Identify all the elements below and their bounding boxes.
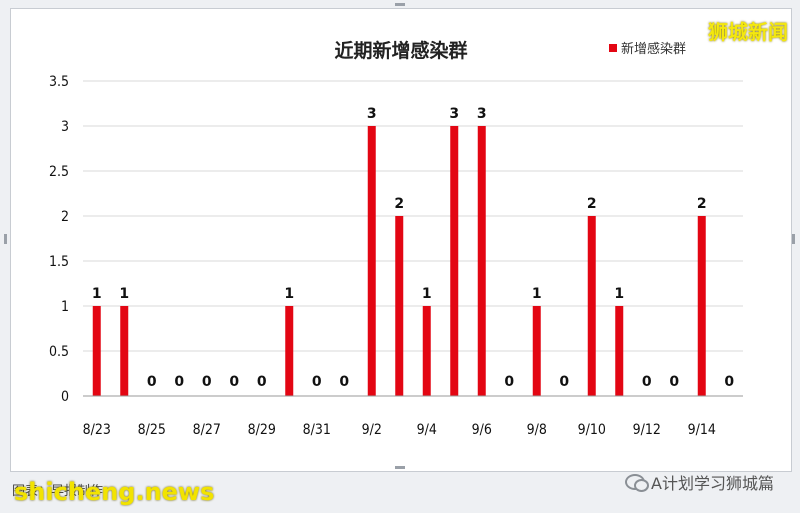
watermark: shicheng.news <box>14 478 215 506</box>
resize-handle-top[interactable] <box>395 3 405 6</box>
y-tick-label: 0.5 <box>49 344 69 360</box>
resize-handle-left[interactable] <box>4 234 7 244</box>
data-label: 0 <box>229 374 239 390</box>
data-label: 2 <box>394 196 404 212</box>
data-label: 0 <box>504 374 514 390</box>
x-tick-label: 8/25 <box>138 422 166 438</box>
x-tick-label: 8/29 <box>248 422 276 438</box>
chart-title: 近期新增感染群 <box>334 39 467 62</box>
account-credit: A计划学习狮城篇 <box>625 470 774 494</box>
data-label: 0 <box>559 374 569 390</box>
wechat-icon <box>625 474 650 492</box>
data-label: 0 <box>147 374 157 390</box>
data-label: 1 <box>119 286 129 302</box>
data-label: 0 <box>724 374 734 390</box>
bar <box>532 306 541 396</box>
brand-logo: 狮城新闻 <box>708 20 788 44</box>
data-label: 1 <box>422 286 432 302</box>
y-tick-label: 1.5 <box>49 254 69 270</box>
data-label: 0 <box>174 374 184 390</box>
legend-label: 新增感染群 <box>621 41 686 57</box>
bar <box>450 126 459 396</box>
bar <box>395 216 404 396</box>
bar <box>422 306 431 396</box>
bar <box>120 306 129 396</box>
x-tick-label: 9/2 <box>362 422 382 438</box>
data-label: 2 <box>587 196 597 212</box>
y-tick-label: 2 <box>61 209 69 225</box>
data-labels: 1 1 0 0 0 0 0 1 0 0 3 2 1 3 3 0 1 0 2 1 0 0 2 0 <box>92 106 735 390</box>
bar <box>587 216 596 396</box>
y-axis: 0 0.5 1 1.5 2 2.5 3 3.5 <box>49 74 69 405</box>
bar <box>367 126 376 396</box>
y-tick-label: 2.5 <box>49 164 69 180</box>
x-tick-label: 9/6 <box>472 422 492 438</box>
chart-source: 图表：早报制作 <box>12 484 104 499</box>
data-label: 3 <box>477 106 487 122</box>
legend-swatch <box>609 44 617 52</box>
x-tick-label: 8/23 <box>83 422 111 438</box>
x-tick-label: 9/14 <box>688 422 716 438</box>
data-label: 0 <box>312 374 322 390</box>
x-tick-label: 9/4 <box>417 422 437 438</box>
account-name: A计划学习狮城篇 <box>651 474 774 493</box>
data-label: 3 <box>367 106 377 122</box>
resize-handle-right[interactable] <box>792 234 795 244</box>
bars <box>92 126 706 396</box>
resize-handle-bottom[interactable] <box>395 466 405 469</box>
bar <box>477 126 486 396</box>
data-label: 1 <box>284 286 294 302</box>
data-label: 1 <box>614 286 624 302</box>
grid <box>83 80 743 397</box>
data-label: 2 <box>697 196 707 212</box>
y-tick-label: 1 <box>61 299 69 315</box>
x-tick-label: 9/10 <box>578 422 606 438</box>
bar <box>285 306 294 396</box>
bar <box>92 306 101 396</box>
bar-chart: 近期新增感染群 新增感染群 00.511.522.533.5 1 10 0 0 0 010… <box>49 39 743 438</box>
data-label: 1 <box>532 286 542 302</box>
data-label: 0 <box>642 374 652 390</box>
y-tick-label: 0 <box>61 389 69 405</box>
data-label: 0 <box>202 374 212 390</box>
data-label: 1 <box>92 286 102 302</box>
bar <box>615 306 624 396</box>
x-tick-label: 8/31 <box>303 422 331 438</box>
legend: 新增感染群 <box>609 41 686 57</box>
bar <box>697 216 706 396</box>
x-tick-label: 8/27 <box>193 422 221 438</box>
y-tick-label: 3.5 <box>49 74 69 90</box>
data-label: 3 <box>449 106 459 122</box>
data-label: 0 <box>339 374 349 390</box>
data-label: 0 <box>257 374 267 390</box>
x-axis: 8/23 8/25 8/27 8/29 8/31 9/2 9/4 9/6 9/8 9/10 9/12… <box>83 395 743 438</box>
x-tick-label: 9/8 <box>527 422 547 438</box>
y-tick-label: 3 <box>61 119 69 135</box>
data-label: 0 <box>669 374 679 390</box>
x-tick-label: 9/12 <box>633 422 661 438</box>
